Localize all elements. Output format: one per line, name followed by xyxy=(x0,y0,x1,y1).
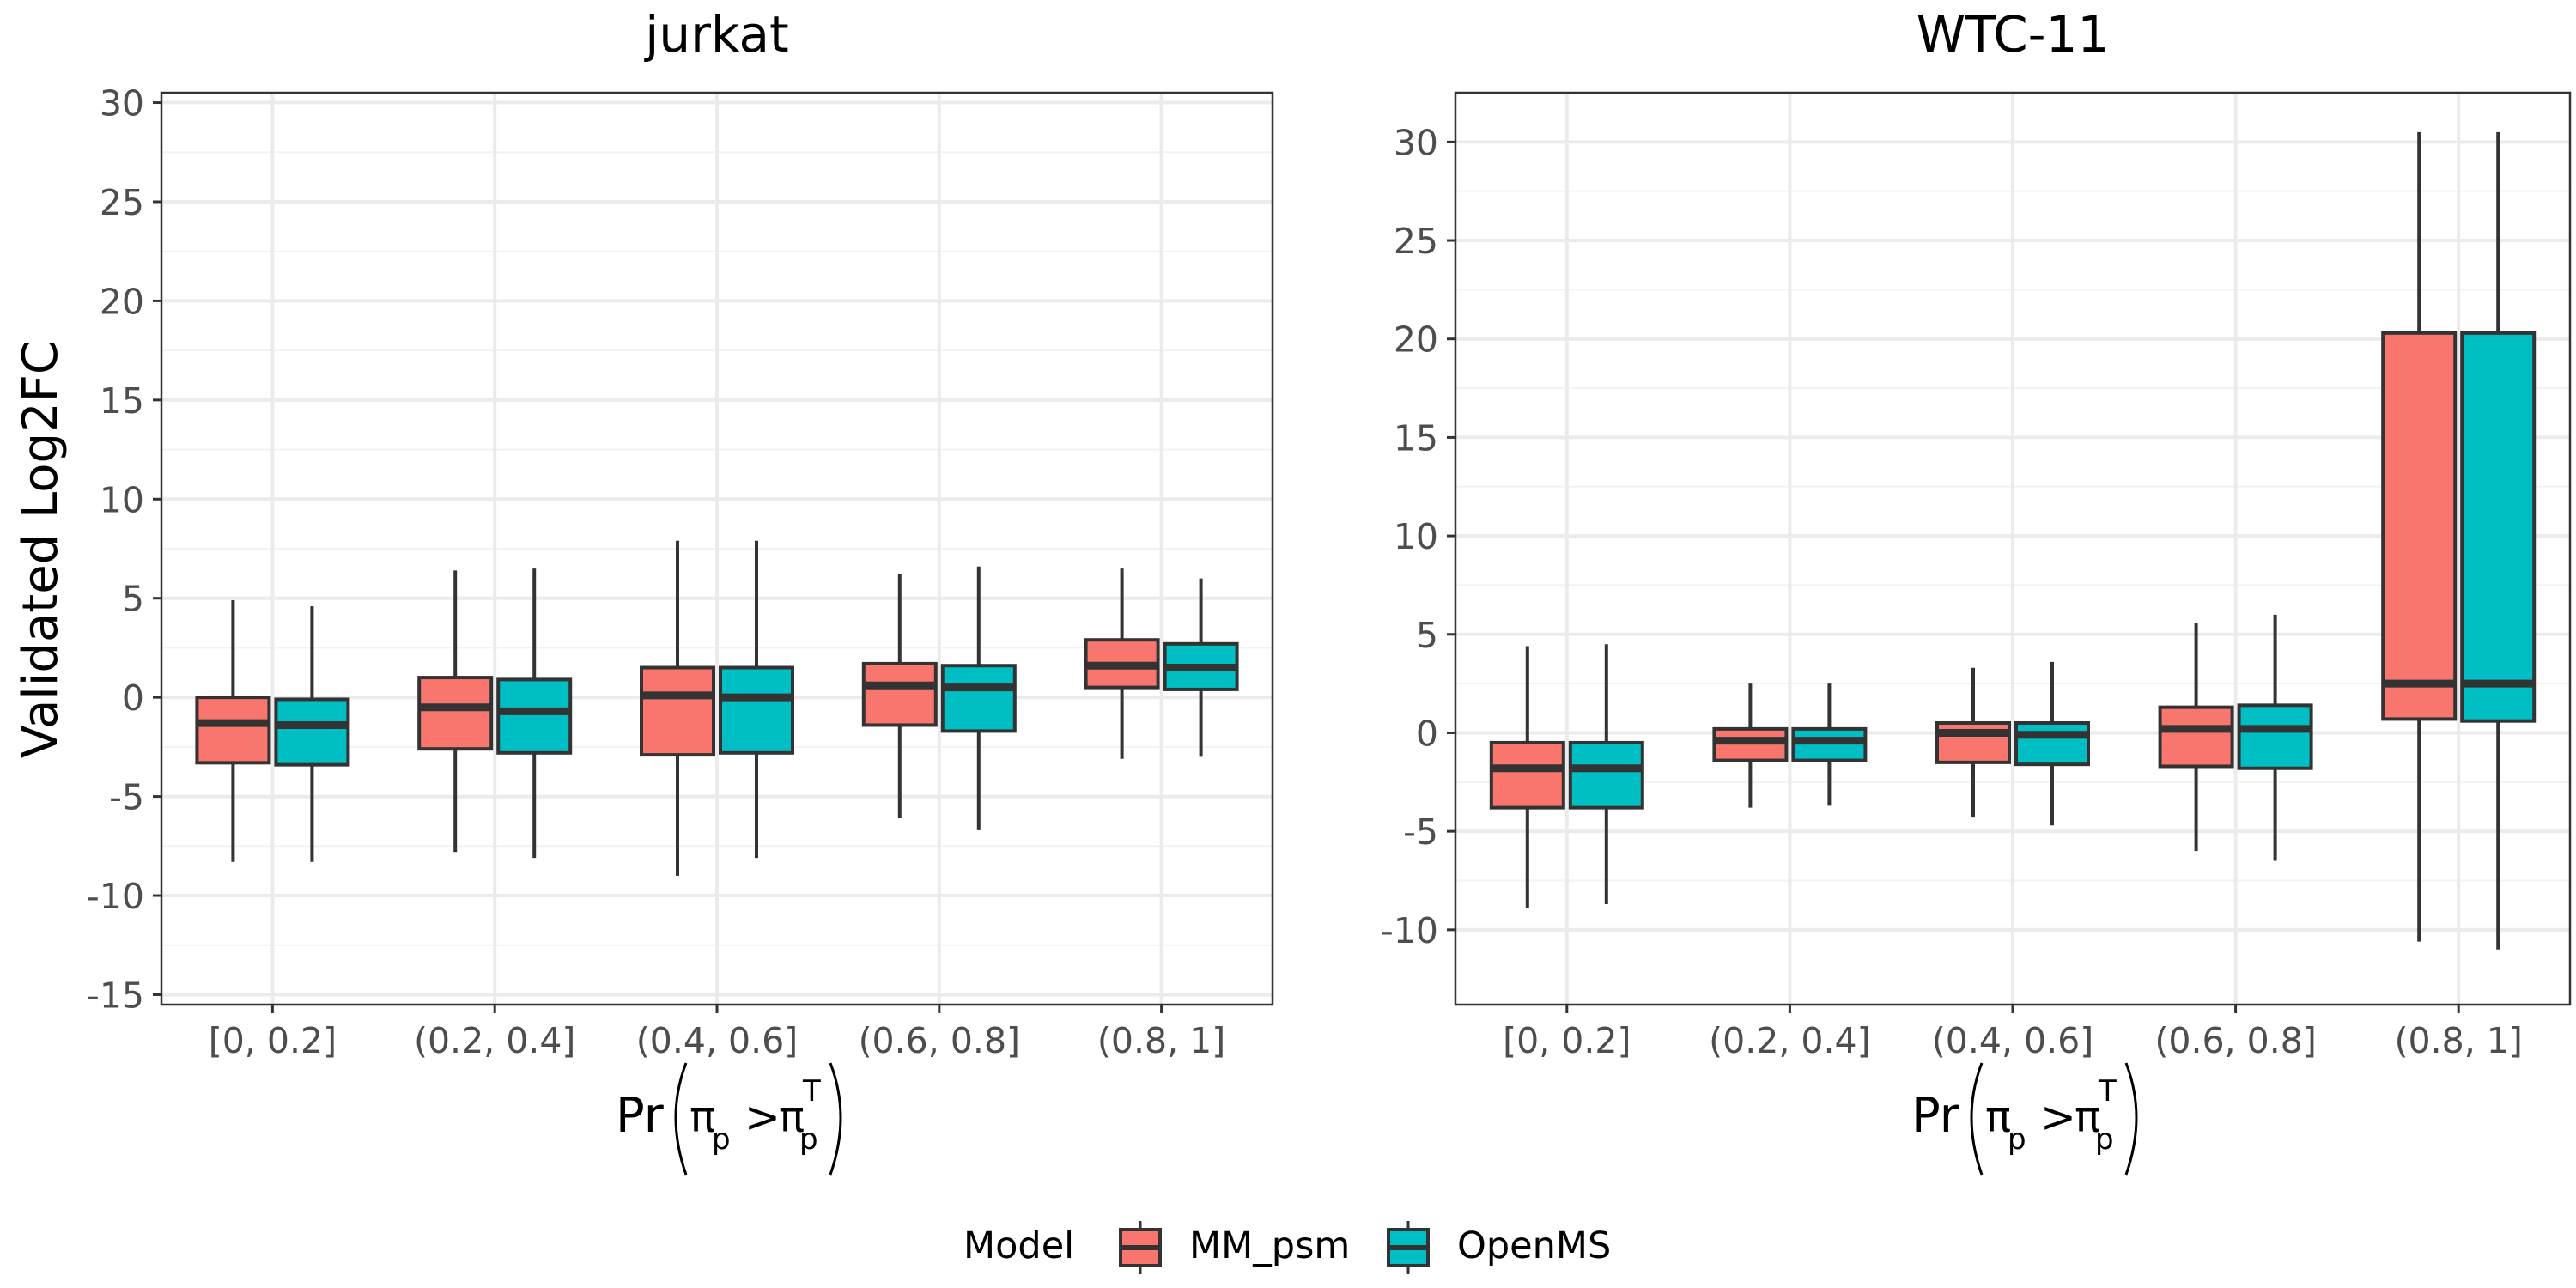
y-tick-label: 20 xyxy=(100,281,144,322)
panel-title: WTC-11 xyxy=(1917,5,2110,64)
box-body xyxy=(719,665,794,755)
x-tick-label: (0.4, 0.6] xyxy=(1932,1020,2093,1061)
y-tick-label: -5 xyxy=(1403,811,1438,853)
box-body xyxy=(2158,705,2234,769)
box-mm-psm-5 xyxy=(1084,568,1160,759)
panel-wtc-11: -10 -5 0 5 10 15 20 25 30 [0, 0.2] (0.2, 0.4] (0.4,… xyxy=(1381,5,2572,1176)
box-openms-5 xyxy=(2460,131,2537,950)
y-tick-label: 30 xyxy=(100,83,144,125)
y-tick-label: -10 xyxy=(1381,910,1438,951)
y-tick-label: 25 xyxy=(100,182,144,223)
x-tick-label: (0.6, 0.8] xyxy=(859,1020,1020,1061)
box-body xyxy=(1791,726,1868,762)
y-tick-label: 15 xyxy=(1394,417,1438,459)
x-axis-title-pi-threshold: π xyxy=(2075,1092,2100,1142)
y-tick-label: -5 xyxy=(109,777,144,818)
box-body xyxy=(940,664,1017,733)
x-axis-title-right-paren xyxy=(829,1062,842,1176)
box-mm-psm-1 xyxy=(1489,646,1565,908)
x-axis-title: Pr πp >πTp xyxy=(1911,1062,2138,1176)
box-mm-psm-4 xyxy=(861,574,938,818)
y-tick-label: -10 xyxy=(87,876,144,917)
x-axis-title-left-paren xyxy=(1970,1062,1984,1176)
box-body xyxy=(2014,720,2090,767)
box-openms-2 xyxy=(1791,683,1868,806)
box-body xyxy=(496,677,573,755)
x-tick-label: [0, 0.2] xyxy=(1503,1020,1631,1061)
y-tick-label: 20 xyxy=(1394,319,1438,361)
box-body xyxy=(2237,703,2313,770)
x-axis-title-gt: > xyxy=(2040,1092,2076,1142)
y-tick-label: -15 xyxy=(87,975,144,1016)
box-body xyxy=(274,697,350,767)
y-tick-label: 5 xyxy=(1416,615,1438,656)
x-tick-label: (0.8, 1] xyxy=(1097,1020,1225,1061)
x-tick-label: [0, 0.2] xyxy=(209,1020,337,1061)
y-tick-label: 0 xyxy=(1416,713,1438,754)
box-mm-psm-3 xyxy=(1935,667,2011,818)
y-tick-label: 10 xyxy=(1394,516,1438,557)
x-axis-title-subscript: p xyxy=(2008,1122,2026,1157)
panel-title: jurkat xyxy=(643,5,789,64)
legend-key-mm-psm xyxy=(1119,1221,1162,1274)
x-axis-title-superscript: T xyxy=(2098,1074,2117,1109)
box-body xyxy=(2381,331,2458,721)
y-axis-title: Validated Log2FC xyxy=(13,341,69,758)
box-body xyxy=(1935,720,2011,764)
box-body xyxy=(1568,740,1644,810)
box-openms-2 xyxy=(496,568,573,859)
box-openms-1 xyxy=(1568,644,1644,905)
legend-key-openms xyxy=(1387,1221,1430,1274)
x-axis-title-gt: > xyxy=(744,1092,781,1142)
box-openms-4 xyxy=(940,566,1017,830)
panel-jurkat: -15 -10 -5 0 5 10 15 20 25 30 [0, 0.2] (0.2, 0.4] (0… xyxy=(87,5,1274,1176)
box-body xyxy=(417,676,494,751)
box-mm-psm-4 xyxy=(2158,623,2234,852)
y-tick-label: 30 xyxy=(1394,122,1438,163)
x-axis-title-right-paren xyxy=(2124,1062,2138,1176)
box-openms-1 xyxy=(274,605,350,862)
x-axis-title-subscript-threshold: p xyxy=(799,1122,818,1157)
box-mm-psm-2 xyxy=(417,570,494,853)
x-axis-title-subscript: p xyxy=(712,1122,731,1157)
x-axis-title-subscript-threshold: p xyxy=(2095,1122,2114,1157)
y-tick-label: 10 xyxy=(100,479,144,520)
box-mm-psm-1 xyxy=(195,600,271,862)
box-openms-4 xyxy=(2237,614,2313,861)
x-axis-title-left-paren xyxy=(674,1062,688,1176)
box-mm-psm-2 xyxy=(1712,683,1789,808)
x-axis-title-pi-threshold: π xyxy=(779,1092,805,1142)
box-body xyxy=(861,661,938,727)
x-tick-label: (0.4, 0.6] xyxy=(636,1020,798,1061)
x-axis-title-prefix: Pr xyxy=(1911,1088,1960,1144)
legend-title: Model xyxy=(963,1224,1074,1267)
box-mm-psm-3 xyxy=(640,540,715,876)
x-axis-title-prefix: Pr xyxy=(616,1088,665,1144)
legend-label-mm-psm: MM_psm xyxy=(1189,1224,1350,1267)
x-axis-title: Pr πp >πTp xyxy=(616,1062,842,1176)
box-mm-psm-5 xyxy=(2381,131,2458,942)
box-body xyxy=(1489,740,1565,810)
x-tick-label: (0.6, 0.8] xyxy=(2154,1020,2316,1061)
x-axis-title-superscript: T xyxy=(802,1074,821,1109)
y-tick-label: 25 xyxy=(1394,221,1438,262)
x-tick-label: (0.2, 0.4] xyxy=(1709,1020,1870,1061)
y-tick-label: 0 xyxy=(122,677,144,719)
legend: Model MM_psm OpenMS xyxy=(963,1221,1611,1274)
x-axis-title-pi: π xyxy=(690,1092,715,1142)
legend-label-openms: OpenMS xyxy=(1457,1224,1611,1267)
box-body xyxy=(2460,331,2537,723)
x-tick-label: (0.8, 1] xyxy=(2395,1020,2523,1061)
box-body xyxy=(640,665,715,757)
y-tick-label: 15 xyxy=(100,380,144,422)
x-tick-label: (0.2, 0.4] xyxy=(414,1020,575,1061)
box-openms-5 xyxy=(1163,578,1239,757)
box-openms-3 xyxy=(719,540,794,859)
box-body xyxy=(1712,726,1789,762)
y-tick-label: 5 xyxy=(122,579,144,620)
box-body xyxy=(195,696,271,765)
box-openms-3 xyxy=(2014,661,2090,826)
x-axis-title-pi: π xyxy=(1985,1092,2011,1142)
